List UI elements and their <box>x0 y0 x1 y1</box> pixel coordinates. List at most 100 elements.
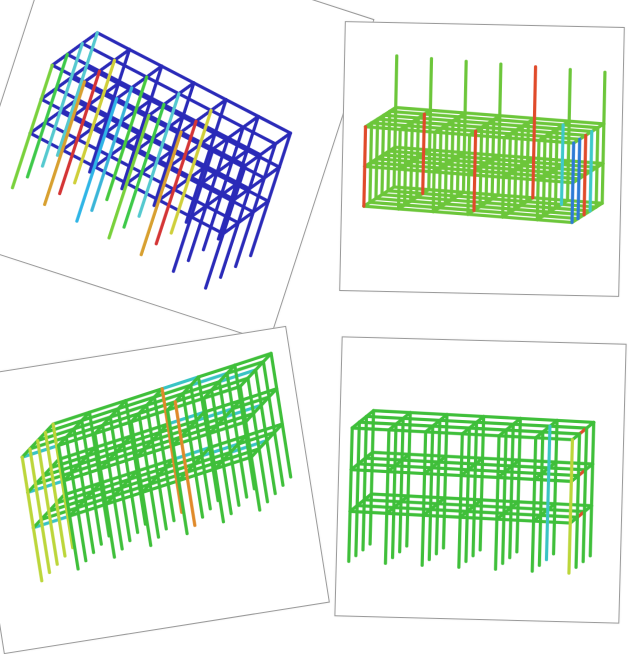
beam-y <box>39 86 58 101</box>
column <box>90 86 134 212</box>
column <box>25 52 69 179</box>
beam-x <box>145 75 181 96</box>
beam-x <box>183 153 219 174</box>
column <box>515 416 522 554</box>
beam-y <box>112 47 132 62</box>
structure-view-panel-1 <box>0 0 375 343</box>
column <box>154 119 198 246</box>
beam-x <box>147 113 183 134</box>
beam-x <box>119 120 155 141</box>
beam-y <box>262 165 281 180</box>
beam-x <box>362 204 401 211</box>
beam-y <box>194 108 213 123</box>
column <box>588 420 596 558</box>
beam-y <box>243 153 263 168</box>
column <box>530 436 538 573</box>
column <box>219 153 263 279</box>
frame-members-2 <box>362 54 607 225</box>
beam-x <box>211 147 248 168</box>
beam-x <box>170 149 206 170</box>
beam-y <box>172 176 191 191</box>
beam-x <box>71 114 108 135</box>
column <box>403 124 408 207</box>
column <box>361 414 369 552</box>
beam-x <box>445 412 486 419</box>
beam-x <box>463 111 502 118</box>
beam-x <box>396 207 435 214</box>
beam-x <box>160 375 201 391</box>
column <box>374 117 380 201</box>
beam-y <box>200 170 219 185</box>
beam-y <box>145 64 164 79</box>
beam-x <box>194 119 230 140</box>
beam-y <box>119 109 138 124</box>
column <box>56 443 80 571</box>
beam-x <box>54 86 91 107</box>
column <box>582 133 588 217</box>
beam-x <box>192 81 228 102</box>
column <box>507 132 512 215</box>
column <box>565 67 572 203</box>
column <box>73 58 117 185</box>
column <box>184 98 228 224</box>
beam-x <box>151 136 187 157</box>
frame-model-view-3 <box>20 351 293 583</box>
beam-x <box>172 187 208 208</box>
frame-model-view-4 <box>347 409 596 575</box>
beam-x <box>140 171 176 191</box>
beam-x <box>82 80 119 101</box>
column <box>471 420 479 558</box>
column <box>55 31 99 157</box>
column <box>169 108 213 235</box>
column <box>254 368 277 496</box>
column <box>43 80 87 206</box>
column <box>600 70 607 205</box>
beam-x <box>241 125 278 146</box>
column <box>531 65 538 200</box>
column <box>368 121 374 204</box>
column <box>362 125 368 208</box>
beam-x <box>134 109 170 130</box>
beam-x <box>371 409 412 415</box>
beam-x <box>501 215 539 222</box>
column <box>537 430 545 567</box>
column <box>431 130 437 214</box>
structure-view-panel-3 <box>0 325 330 654</box>
beam-y <box>80 31 99 46</box>
column <box>28 447 52 575</box>
column <box>551 418 559 556</box>
beam-x <box>166 126 202 147</box>
beam-x <box>535 218 574 225</box>
column <box>390 422 398 560</box>
column <box>455 115 461 198</box>
column <box>165 408 189 536</box>
beam-x <box>157 198 193 219</box>
beam-x <box>115 97 151 117</box>
column <box>519 124 524 208</box>
beam-y <box>209 98 228 113</box>
column <box>116 407 140 534</box>
beam-x <box>152 383 193 399</box>
column <box>186 136 230 263</box>
column <box>581 426 589 564</box>
beam-x <box>80 41 117 62</box>
column <box>405 411 412 548</box>
frame-members-4 <box>347 409 596 575</box>
beam-x <box>80 407 120 423</box>
column <box>553 127 559 210</box>
column <box>420 430 428 567</box>
column <box>181 391 205 519</box>
beam-y <box>189 204 208 219</box>
column <box>80 419 103 546</box>
beam-y <box>107 143 127 158</box>
beam-y <box>183 142 202 157</box>
beam-x <box>213 132 249 153</box>
column <box>588 129 594 213</box>
column <box>576 137 582 221</box>
column <box>210 388 233 516</box>
column <box>93 432 117 559</box>
column <box>464 426 472 564</box>
column <box>354 420 361 558</box>
beam-x <box>202 166 238 187</box>
beam-x <box>233 351 273 367</box>
